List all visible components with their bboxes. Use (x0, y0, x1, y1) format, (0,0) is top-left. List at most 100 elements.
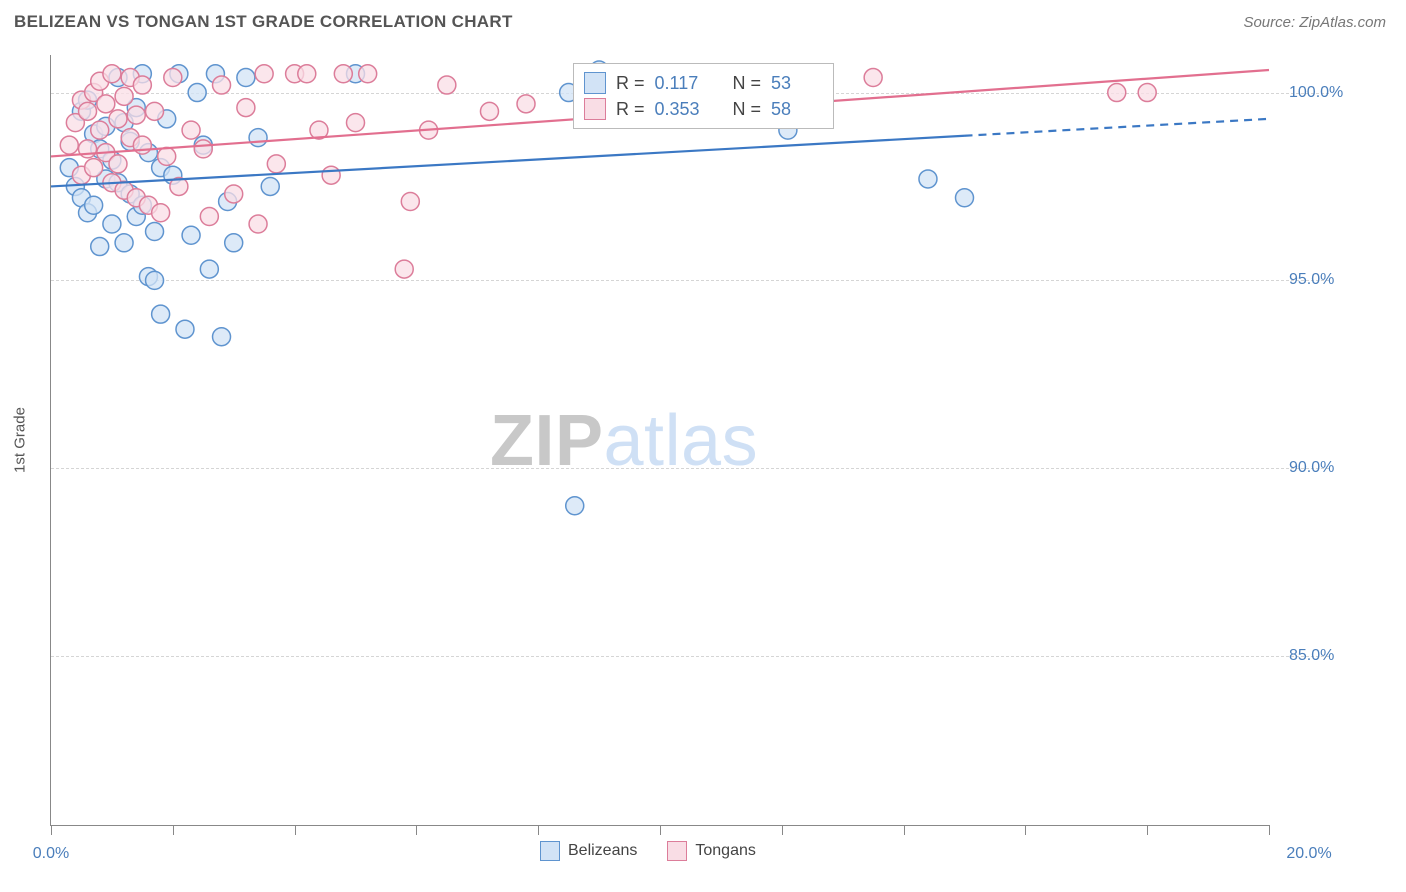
scatter-point (1138, 84, 1156, 102)
scatter-point (298, 65, 316, 83)
legend-label: Belizeans (568, 842, 637, 860)
scatter-point (109, 155, 127, 173)
scatter-point (213, 328, 231, 346)
scatter-point (956, 189, 974, 207)
legend: Belizeans Tongans (540, 841, 756, 861)
x-tick-mark (173, 825, 174, 835)
stat-n-label: N = (733, 70, 762, 96)
scatter-point (395, 260, 413, 278)
stat-r-label: R = (616, 70, 645, 96)
scatter-point (225, 234, 243, 252)
x-tick-mark (1269, 825, 1270, 835)
scatter-point (261, 177, 279, 195)
scatter-point (182, 226, 200, 244)
scatter-point (176, 320, 194, 338)
x-tick-mark (904, 825, 905, 835)
scatter-point (60, 136, 78, 154)
scatter-point (359, 65, 377, 83)
x-tick-label-left: 0.0% (33, 845, 69, 863)
legend-swatch (667, 841, 687, 861)
chart-source: Source: ZipAtlas.com (1243, 14, 1386, 31)
scatter-point (146, 102, 164, 120)
x-tick-mark (782, 825, 783, 835)
scatter-point (109, 110, 127, 128)
stats-swatch (584, 72, 606, 94)
scatter-point (438, 76, 456, 94)
scatter-point (566, 497, 584, 515)
stats-swatch (584, 98, 606, 120)
chart-frame: 1st Grade 85.0%90.0%95.0%100.0%0.0%20.0%… (50, 55, 1380, 825)
scatter-point (115, 87, 133, 105)
x-tick-mark (1147, 825, 1148, 835)
scatter-point (158, 147, 176, 165)
scatter-point (237, 69, 255, 87)
scatter-point (480, 102, 498, 120)
scatter-point (182, 121, 200, 139)
scatter-point (322, 166, 340, 184)
scatter-point (97, 95, 115, 113)
y-tick-label: 100.0% (1289, 84, 1343, 102)
scatter-point (200, 260, 218, 278)
stats-box: R = 0.117 N = 53R = 0.353 N = 58 (573, 63, 834, 129)
x-tick-mark (51, 825, 52, 835)
stat-n-value: 58 (771, 96, 819, 122)
stats-row: R = 0.117 N = 53 (584, 70, 819, 96)
scatter-point (146, 223, 164, 241)
legend-swatch (540, 841, 560, 861)
scatter-point (864, 69, 882, 87)
x-tick-mark (538, 825, 539, 835)
plot-area: 85.0%90.0%95.0%100.0%0.0%20.0%ZIPatlasR … (50, 55, 1269, 826)
scatter-point (91, 238, 109, 256)
scatter-point (1108, 84, 1126, 102)
y-tick-label: 85.0% (1289, 647, 1334, 665)
x-tick-mark (660, 825, 661, 835)
stat-n-label: N = (733, 96, 762, 122)
stats-row: R = 0.353 N = 58 (584, 96, 819, 122)
scatter-point (85, 196, 103, 214)
stat-n-value: 53 (771, 70, 819, 96)
stat-r-value: 0.353 (655, 96, 703, 122)
scatter-point (164, 69, 182, 87)
scatter-point (152, 204, 170, 222)
scatter-point (127, 106, 145, 124)
scatter-point (85, 159, 103, 177)
chart-header: BELIZEAN VS TONGAN 1ST GRADE CORRELATION… (0, 0, 1406, 40)
scatter-point (255, 65, 273, 83)
scatter-point (213, 76, 231, 94)
y-axis-label: 1st Grade (12, 407, 29, 473)
scatter-point (115, 234, 133, 252)
scatter-point (152, 305, 170, 323)
scatter-point (919, 170, 937, 188)
x-tick-mark (1025, 825, 1026, 835)
stat-r-label: R = (616, 96, 645, 122)
scatter-point (133, 76, 151, 94)
trend-line-dashed (965, 119, 1270, 136)
y-tick-label: 95.0% (1289, 271, 1334, 289)
scatter-point (225, 185, 243, 203)
scatter-svg (51, 55, 1269, 825)
scatter-point (517, 95, 535, 113)
scatter-point (79, 102, 97, 120)
x-tick-label-right: 20.0% (1286, 845, 1331, 863)
x-tick-mark (416, 825, 417, 835)
legend-label: Tongans (695, 842, 756, 860)
stat-r-value: 0.117 (655, 70, 703, 96)
y-tick-label: 90.0% (1289, 459, 1334, 477)
scatter-point (103, 65, 121, 83)
trend-line (51, 136, 965, 187)
scatter-point (146, 271, 164, 289)
scatter-point (334, 65, 352, 83)
scatter-point (347, 114, 365, 132)
x-tick-mark (295, 825, 296, 835)
scatter-point (237, 99, 255, 117)
scatter-point (401, 192, 419, 210)
chart-title: BELIZEAN VS TONGAN 1ST GRADE CORRELATION… (14, 12, 513, 32)
scatter-point (249, 215, 267, 233)
scatter-point (249, 129, 267, 147)
scatter-point (200, 208, 218, 226)
scatter-point (103, 215, 121, 233)
scatter-point (194, 140, 212, 158)
scatter-point (91, 121, 109, 139)
scatter-point (188, 84, 206, 102)
legend-entry: Belizeans (540, 841, 637, 861)
